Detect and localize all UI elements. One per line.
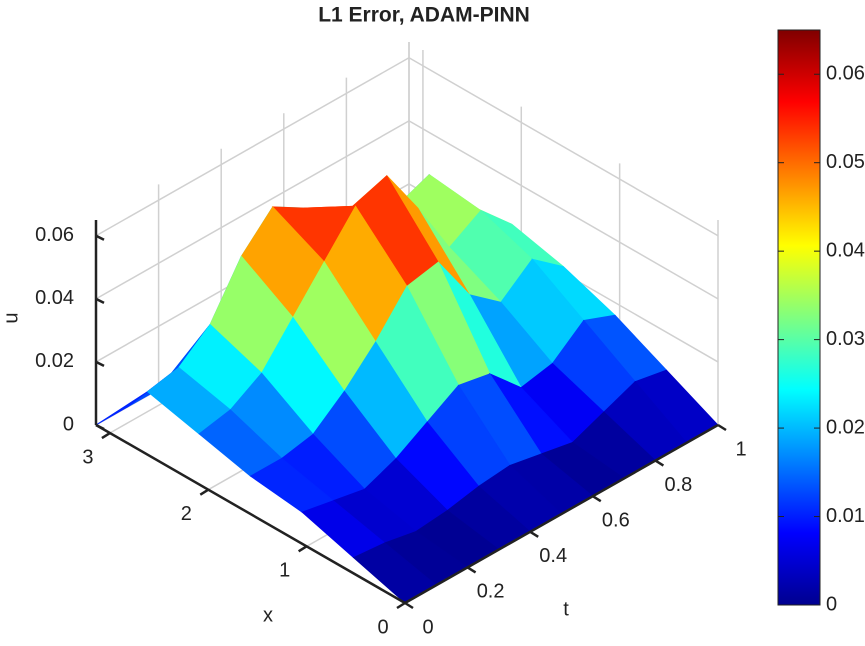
y-tick: [592, 495, 602, 503]
colorbar-tick-label: 0.06: [826, 63, 865, 85]
y-tick-label: 0.2: [477, 581, 505, 603]
colorbar-ticks: 0 0.01 0.02 0.03 0.04 0.05 0.06: [778, 63, 865, 615]
y-tick: [466, 566, 477, 574]
x-tick: [297, 545, 308, 553]
y-tick-label: 0.4: [539, 545, 567, 567]
colorbar-tick-label: 0: [826, 593, 837, 615]
x-tick-label: 3: [82, 446, 93, 468]
x-tick: [396, 601, 406, 610]
grid-line: [408, 120, 719, 300]
colorbar-tick-label: 0.04: [826, 239, 865, 261]
x-tick: [199, 488, 209, 496]
z-tick-label: 0.06: [35, 224, 74, 246]
x-tick-label: 2: [181, 503, 192, 525]
grid-line: [95, 57, 410, 237]
y-tick-label: 1: [735, 438, 746, 460]
y-tick-label: 0: [422, 616, 433, 638]
z-tick: [95, 423, 105, 431]
colorbar-tick-label: 0.01: [826, 505, 865, 527]
z-tick: [95, 360, 105, 368]
y-tick: [529, 530, 539, 538]
y-tick: [717, 423, 727, 432]
x-tick-label: 1: [279, 560, 290, 582]
z-tick-label: 0: [63, 413, 74, 435]
z-tick-label: 0.02: [35, 350, 74, 372]
x-axis-label: x: [263, 604, 273, 626]
grid-line: [408, 57, 719, 237]
z-tick: [95, 297, 105, 304]
z-tick-label: 0.04: [35, 287, 74, 309]
chart-title: L1 Error, ADAM-PINN: [318, 4, 530, 27]
colorbar-tick-label: 0.05: [826, 151, 865, 173]
y-tick-label: 0.8: [664, 474, 692, 496]
colorbar-tick-label: 0.03: [826, 328, 865, 350]
y-tick-label: 0.6: [602, 509, 630, 531]
z-tick: [95, 234, 105, 241]
colorbar: [777, 29, 821, 606]
y-tick: [654, 459, 665, 467]
x-tick-label: 0: [377, 616, 388, 638]
x-axis: [95, 423, 406, 605]
y-tick: [404, 601, 414, 610]
y-axis: [404, 423, 719, 605]
x-tick: [101, 431, 111, 440]
grid-line: [95, 120, 410, 300]
y-axis-label: t: [563, 598, 569, 620]
z-axis-label: u: [0, 312, 22, 323]
colorbar-tick-label: 0.02: [826, 416, 865, 438]
surface: [95, 174, 719, 604]
